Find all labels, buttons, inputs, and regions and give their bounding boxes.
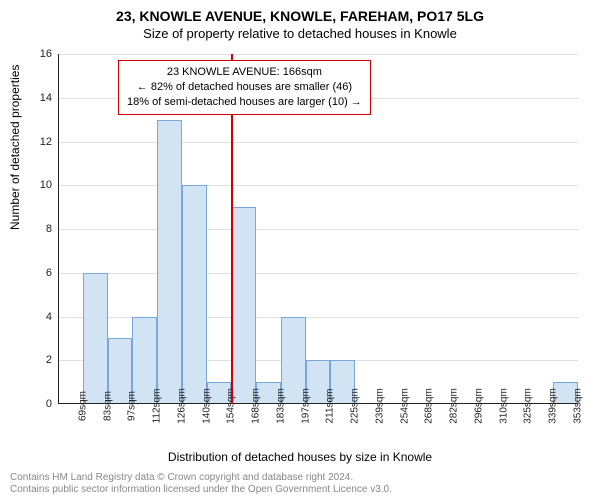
annotation-box: 23 KNOWLE AVENUE: 166sqm← 82% of detache… <box>118 60 371 115</box>
annotation-line: 23 KNOWLE AVENUE: 166sqm <box>127 65 362 80</box>
histogram-bar <box>157 120 182 404</box>
y-tick-label: 8 <box>46 223 52 235</box>
gridline <box>58 185 578 186</box>
gridline <box>58 54 578 55</box>
footer-line: Contains public sector information licen… <box>10 484 392 496</box>
chart-container: 23, KNOWLE AVENUE, KNOWLE, FAREHAM, PO17… <box>0 0 600 500</box>
annotation-line: ← 82% of detached houses are smaller (46… <box>127 80 362 95</box>
y-tick-label: 12 <box>40 136 52 148</box>
x-tick-label: 83sqm <box>102 391 113 421</box>
x-tick-label: 254sqm <box>399 388 410 424</box>
gridline <box>58 142 578 143</box>
x-tick-label: 183sqm <box>275 388 286 424</box>
footer-attribution: Contains HM Land Registry data © Crown c… <box>10 472 392 496</box>
x-tick-label: 211sqm <box>325 389 336 424</box>
plot-area: 024681012141669sqm83sqm97sqm112sqm126sqm… <box>58 54 578 404</box>
y-tick-label: 14 <box>40 92 52 104</box>
gridline <box>58 273 578 274</box>
x-tick-label: 126sqm <box>176 388 187 424</box>
x-tick-label: 353sqm <box>573 388 584 424</box>
y-tick-label: 2 <box>46 354 52 366</box>
x-tick-label: 268sqm <box>424 388 435 424</box>
x-tick-label: 168sqm <box>251 388 262 424</box>
x-tick-label: 296sqm <box>473 388 484 424</box>
x-axis-line <box>58 403 578 404</box>
footer-line: Contains HM Land Registry data © Crown c… <box>10 472 392 484</box>
chart-subtitle: Size of property relative to detached ho… <box>0 24 600 41</box>
x-tick-label: 225sqm <box>350 388 361 424</box>
x-tick-label: 325sqm <box>523 388 534 424</box>
y-tick-label: 6 <box>46 267 52 279</box>
x-tick-label: 339sqm <box>548 388 559 424</box>
y-tick-label: 0 <box>46 398 52 410</box>
gridline <box>58 229 578 230</box>
histogram-bar <box>83 273 108 404</box>
chart-title: 23, KNOWLE AVENUE, KNOWLE, FAREHAM, PO17… <box>0 0 600 24</box>
x-tick-label: 97sqm <box>127 391 138 421</box>
x-tick-label: 239sqm <box>374 388 385 424</box>
histogram-bar <box>231 207 256 404</box>
y-axis-line <box>58 54 59 404</box>
x-tick-label: 310sqm <box>498 388 509 424</box>
x-axis-label: Distribution of detached houses by size … <box>0 450 600 464</box>
x-tick-label: 282sqm <box>449 388 460 424</box>
x-tick-label: 140sqm <box>201 388 212 424</box>
x-tick-label: 69sqm <box>77 391 88 421</box>
x-tick-label: 197sqm <box>300 388 311 424</box>
annotation-line: 18% of semi-detached houses are larger (… <box>127 95 362 110</box>
y-tick-label: 4 <box>46 311 52 323</box>
x-tick-label: 112sqm <box>152 389 163 424</box>
y-tick-label: 16 <box>40 48 52 60</box>
y-tick-label: 10 <box>40 179 52 191</box>
y-axis-label: Number of detached properties <box>8 65 22 230</box>
histogram-bar <box>182 185 207 404</box>
